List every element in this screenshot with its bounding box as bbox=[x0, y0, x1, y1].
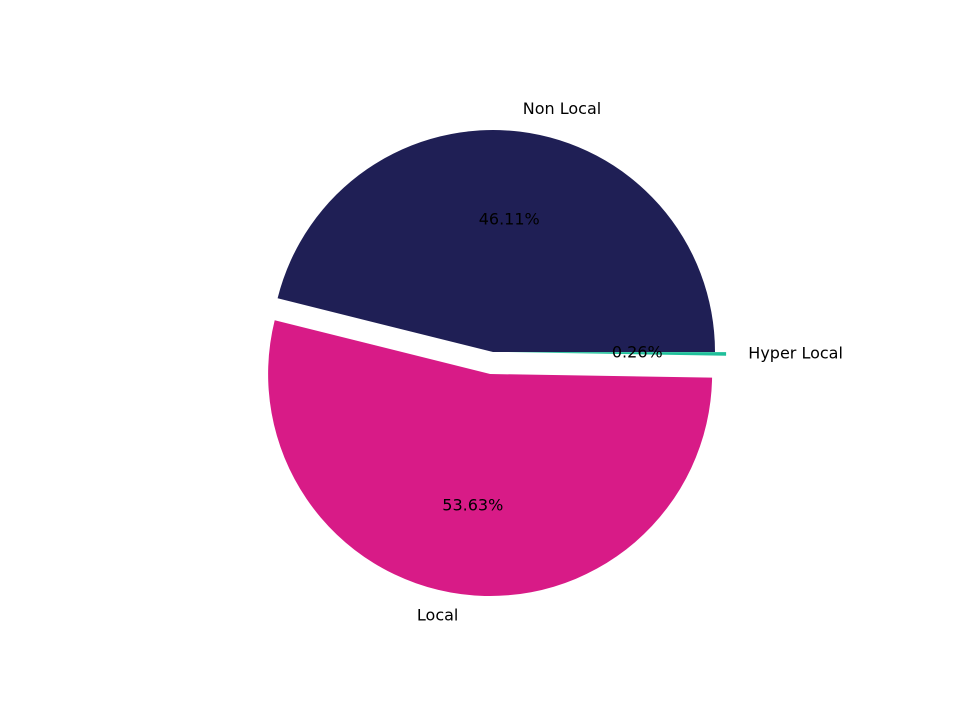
slice-label: Local bbox=[417, 606, 458, 625]
pie-slice bbox=[277, 129, 715, 352]
slice-label: Hyper Local bbox=[748, 344, 843, 363]
percent-label: 46.11% bbox=[479, 209, 540, 228]
percent-label: 0.26% bbox=[612, 343, 663, 362]
pie-slice bbox=[268, 320, 713, 597]
slice-label: Non Local bbox=[523, 99, 601, 118]
pie-slice bbox=[504, 352, 727, 356]
percent-label: 53.63% bbox=[442, 496, 503, 515]
